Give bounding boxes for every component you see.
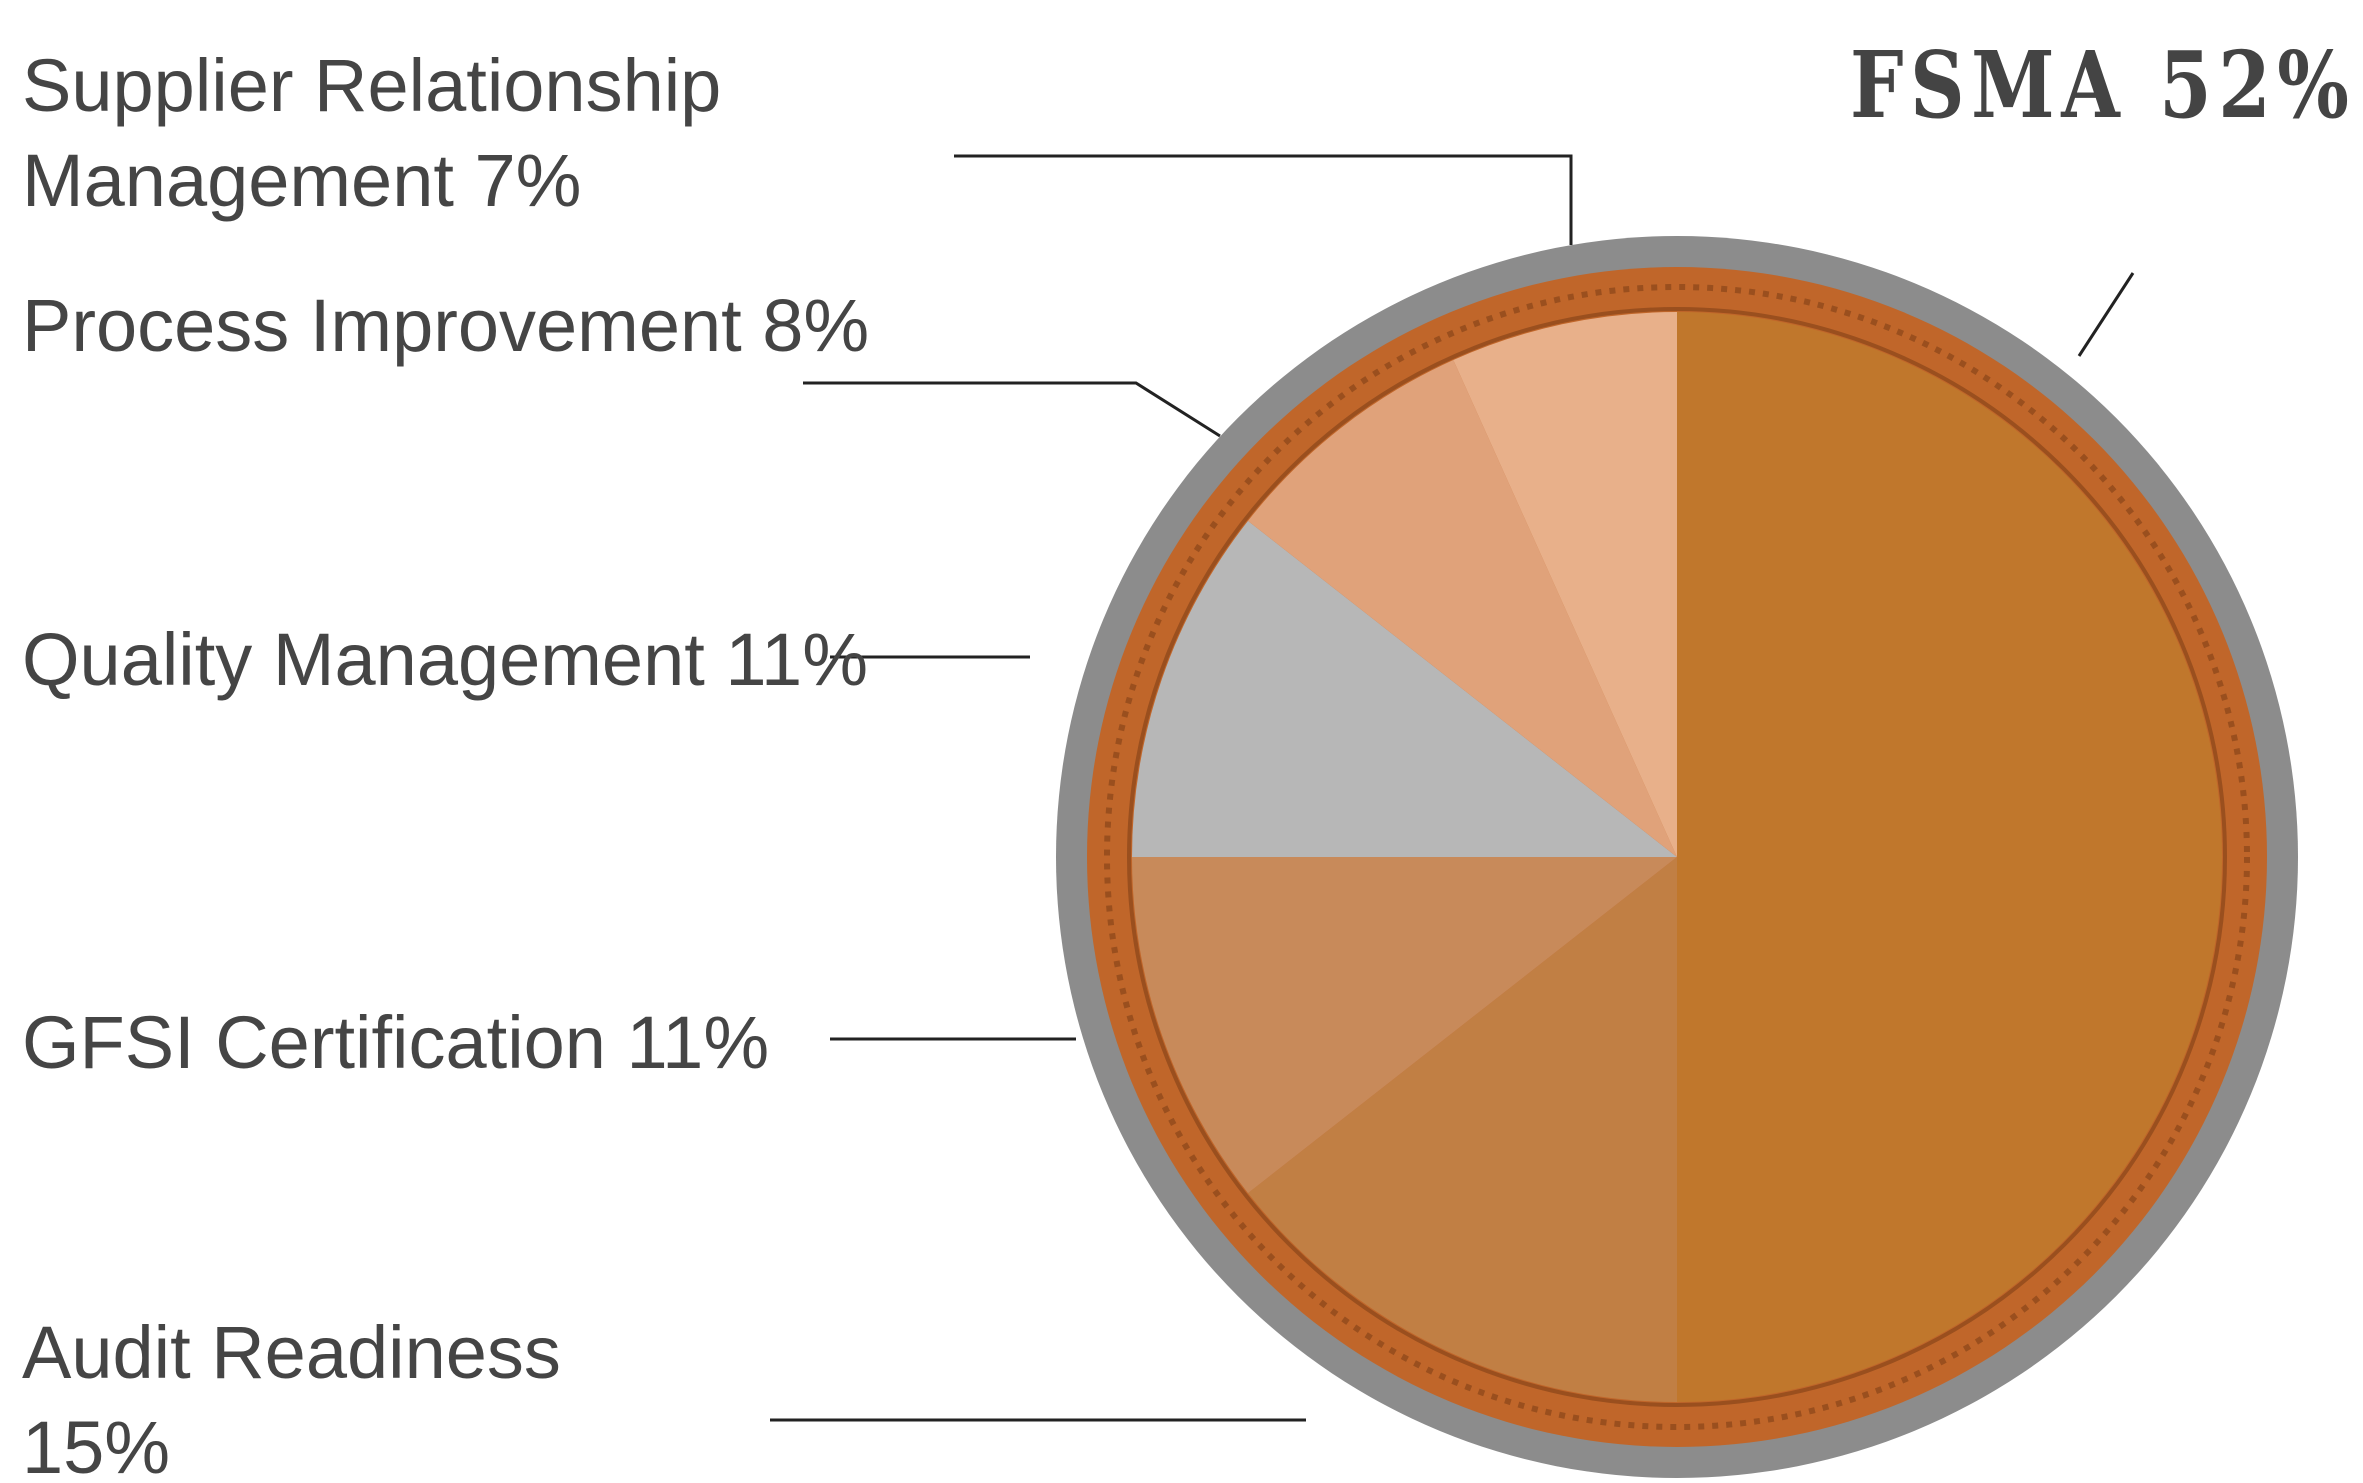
category-name: GFSI Certification [22,1001,606,1084]
value-label: 11% [725,618,868,701]
slice-label: Process Improvement 8% [22,278,872,373]
slice-label: GFSI Certification 11% [22,995,822,1090]
slices [1132,312,2222,1402]
slice-label: FSMA 52% [1850,30,2260,140]
value-label: 11% [627,1001,770,1084]
page: FSMA 52% Audit Readiness 15% GFSI Certif… [0,0,2363,1483]
category-name: Supplier Relationship Management [22,44,721,222]
category-name: FSMA [1850,31,2126,139]
value-label: 52% [2159,31,2355,139]
value-label: 8% [762,284,869,367]
category-name: Audit Readiness [22,1311,561,1394]
leader-line [954,156,1571,245]
category-name: Quality Management [22,618,705,701]
category-name: Process Improvement [22,284,742,367]
slice-label: Quality Management 11% [22,612,902,707]
value-label: 15% [22,1406,170,1483]
leader-line [2079,273,2133,356]
leader-line [803,383,1220,436]
slice-label: Supplier Relationship Management 7% [22,38,982,228]
value-label: 7% [475,139,582,222]
slice-label: Audit Readiness 15% [22,1305,722,1483]
